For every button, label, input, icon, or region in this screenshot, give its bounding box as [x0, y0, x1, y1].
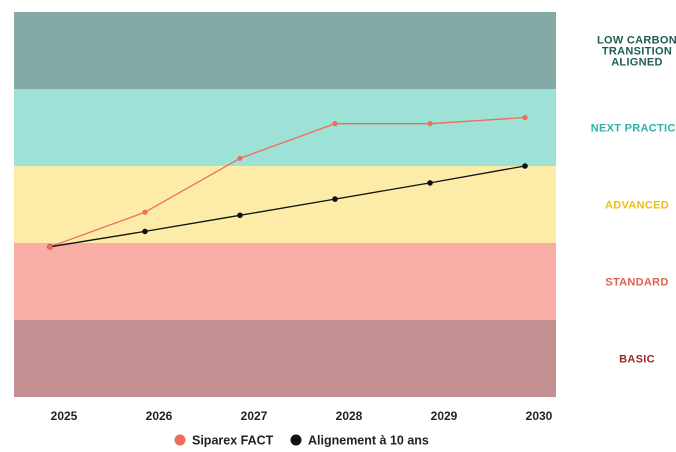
x-tick-label: 2029 — [431, 409, 458, 423]
band-label-1: NEXT PRACTICE — [591, 123, 676, 135]
x-tick-label: 2027 — [241, 409, 268, 423]
legend-label-1: Alignement à 10 ans — [308, 434, 429, 448]
band-3 — [14, 243, 556, 320]
legend-marker-0 — [174, 434, 186, 446]
series-1-point-3 — [332, 196, 338, 202]
band-1 — [14, 89, 556, 166]
legend-label-0: Siparex FACT — [192, 434, 274, 448]
band-labels: LOW CARBON TRANSITION ALIGNED NEXT PRACTICE… — [591, 35, 676, 366]
x-tick-label: 2026 — [146, 409, 173, 423]
band-label-4: BASIC — [619, 354, 655, 366]
series-0-point-3 — [332, 121, 338, 127]
series-1-point-4 — [427, 180, 433, 186]
series-lines — [49, 116, 526, 248]
band-label-2: ADVANCED — [605, 200, 669, 212]
series-points — [47, 114, 528, 250]
series-0-point-5 — [522, 114, 528, 121]
series-1-point-2 — [237, 212, 243, 219]
band-label-3: STANDARD — [605, 277, 668, 289]
series-1-point-1 — [142, 228, 148, 235]
series-line-1 — [49, 165, 526, 248]
band-4 — [14, 320, 556, 397]
legend: Siparex FACT Alignement à 10 ans — [174, 434, 429, 448]
series-line-0 — [49, 116, 526, 248]
x-tick-label: 2028 — [336, 409, 363, 423]
x-tick-label: 2025 — [51, 409, 78, 423]
band-label-0: LOW CARBON TRANSITION ALIGNED — [597, 35, 676, 69]
band-2 — [14, 166, 556, 243]
x-tick-label: 2030 — [526, 409, 553, 423]
series-0-point-0 — [47, 244, 53, 250]
series-0-point-1 — [142, 209, 148, 215]
series-0-point-2 — [237, 155, 243, 161]
performance-bands — [14, 12, 556, 397]
band-0 — [14, 12, 556, 89]
legend-marker-1 — [290, 434, 302, 446]
series-0-point-4 — [427, 121, 433, 127]
series-1-point-5 — [522, 163, 528, 169]
x-axis-ticks: 2025 2026 2027 2028 2029 2030 — [51, 409, 553, 423]
